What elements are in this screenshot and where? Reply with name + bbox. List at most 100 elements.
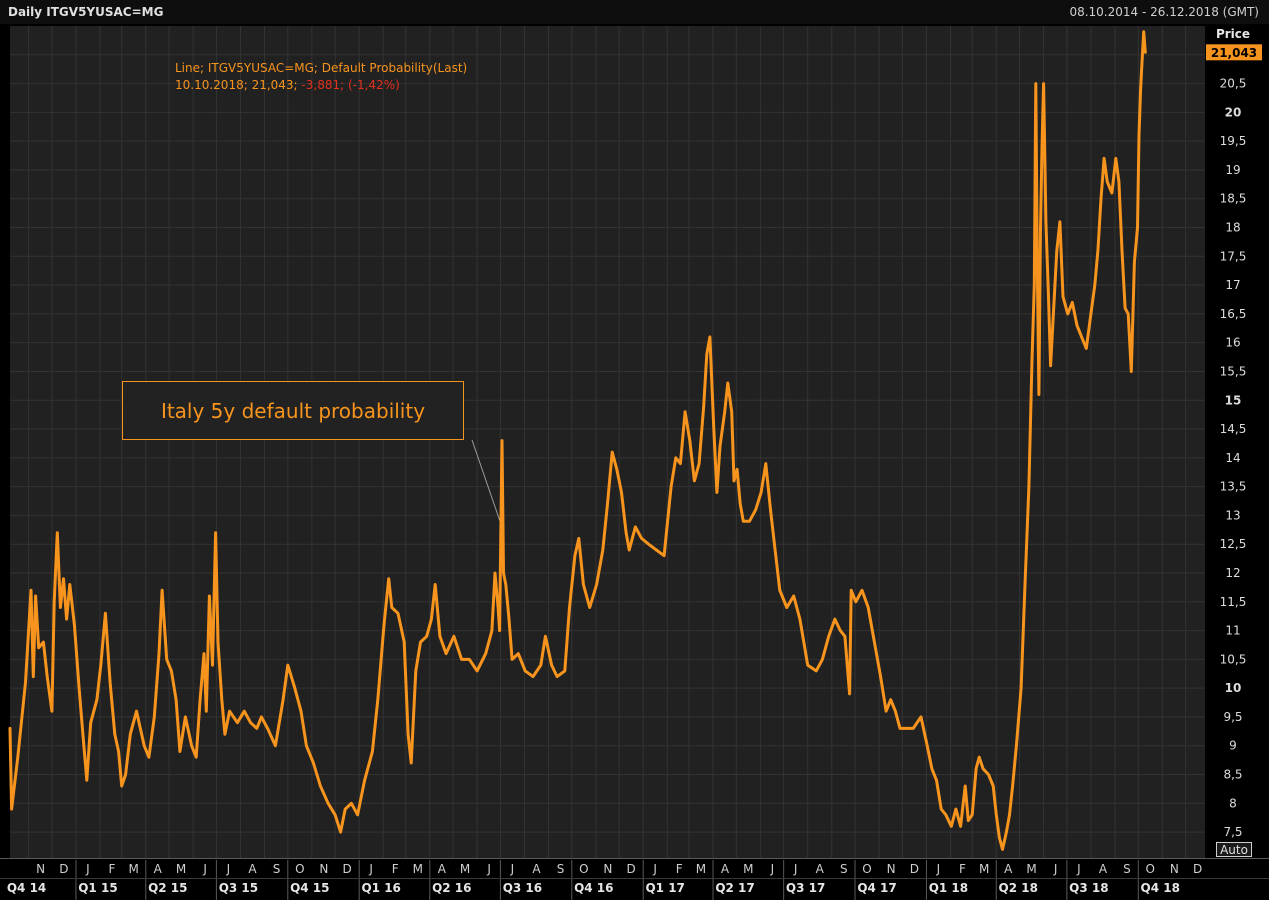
y-tick-label: 10 (1225, 681, 1242, 695)
y-tick-label: 17 (1225, 278, 1240, 292)
plot-background (10, 26, 1205, 858)
quarter-tick-label: Q3 17 (786, 881, 825, 895)
series-line (8, 30, 1147, 851)
month-tick-label: F (392, 862, 399, 876)
annotation-box: Italy 5y default probability (122, 381, 464, 440)
y-tick-label: 15,5 (1220, 364, 1247, 378)
y-tick-label: 12 (1225, 566, 1240, 580)
y-tick-label: 12,5 (1220, 537, 1247, 551)
quarter-tick-label: Q1 18 (929, 881, 968, 895)
month-tick-label: N (603, 862, 612, 876)
month-tick-label: J (510, 862, 515, 876)
month-tick-label: M (696, 862, 706, 876)
y-axis-band (1205, 24, 1269, 858)
month-tick-label: D (343, 862, 352, 876)
annotation-pointer (471, 439, 501, 522)
quarter-tick-label: Q2 17 (715, 881, 754, 895)
month-tick-label: D (1193, 862, 1202, 876)
month-tick-label: J (1053, 862, 1058, 876)
date-range: 08.10.2014 - 26.12.2018 (GMT) (1069, 5, 1259, 19)
month-tick-label: O (862, 862, 871, 876)
month-tick-label: S (840, 862, 848, 876)
month-tick-label: N (319, 862, 328, 876)
y-tick-label: 9 (1229, 739, 1237, 753)
y-axis-title: Price (1216, 27, 1250, 41)
month-tick-label: N (1170, 862, 1179, 876)
month-tick-label: S (1123, 862, 1131, 876)
month-tick-label: A (721, 862, 730, 876)
month-tick-label: A (532, 862, 541, 876)
quarter-tick-label: Q3 18 (1069, 881, 1108, 895)
month-tick-label: A (438, 862, 447, 876)
last-value-label: 21,043 (1211, 46, 1257, 60)
month-tick-label: J (936, 862, 941, 876)
y-tick-label: 19 (1225, 163, 1240, 177)
y-tick-label: 10,5 (1220, 652, 1247, 666)
legend-line-2: 10.10.2018; 21,043; -3,881; (-1,42%) (175, 77, 467, 94)
month-tick-label: O (1146, 862, 1155, 876)
quarter-tick-label: Q4 17 (857, 881, 896, 895)
y-tick-label: 18,5 (1220, 192, 1247, 206)
quarter-tick-label: Q1 16 (361, 881, 400, 895)
month-tick-label: F (109, 862, 116, 876)
month-tick-label: J (226, 862, 231, 876)
quarter-tick-label: Q4 18 (1141, 881, 1180, 895)
month-tick-label: O (295, 862, 304, 876)
y-tick-label: 8,5 (1223, 768, 1242, 782)
last-value-tag (1206, 44, 1262, 61)
month-tick-label: J (1076, 862, 1081, 876)
month-tick-label: S (557, 862, 565, 876)
month-tick-label: O (579, 862, 588, 876)
month-tick-label: N (36, 862, 45, 876)
month-tick-label: M (460, 862, 470, 876)
y-tick-label: 19,5 (1220, 134, 1247, 148)
month-tick-label: J (368, 862, 373, 876)
y-tick-label: 15 (1225, 393, 1242, 407)
y-tick-label: 16,5 (1220, 307, 1247, 321)
legend-change: -3,881; (-1,42%) (301, 78, 400, 92)
y-tick-label: 13 (1225, 508, 1240, 522)
auto-scale-button[interactable]: Auto (1216, 842, 1252, 857)
y-tick-label: 8 (1229, 796, 1237, 810)
y-tick-label: 14,5 (1220, 422, 1247, 436)
y-tick-label: 9,5 (1223, 710, 1242, 724)
quarter-tick-label: Q1 15 (78, 881, 117, 895)
y-tick-label: 20,5 (1220, 77, 1247, 91)
quarter-tick-label: Q2 18 (999, 881, 1038, 895)
quarter-tick-label: Q2 16 (432, 881, 471, 895)
y-tick-label: 13,5 (1220, 480, 1247, 494)
legend-last-value: 10.10.2018; 21,043; (175, 78, 302, 92)
month-tick-label: M (1026, 862, 1036, 876)
month-tick-label: J (652, 862, 657, 876)
y-tick-label: 17,5 (1220, 249, 1247, 263)
month-tick-label: J (202, 862, 207, 876)
chart-title: Daily ITGV5YUSAC=MG (8, 5, 164, 19)
y-tick-label: 14 (1225, 451, 1240, 465)
month-tick-label: J (486, 862, 491, 876)
month-tick-label: N (887, 862, 896, 876)
y-tick-label: 16 (1225, 336, 1240, 350)
quarter-tick-label: Q3 16 (503, 881, 542, 895)
month-tick-label: A (248, 862, 257, 876)
month-tick-label: M (743, 862, 753, 876)
month-tick-label: J (793, 862, 798, 876)
month-tick-label: M (176, 862, 186, 876)
month-tick-label: J (85, 862, 90, 876)
month-tick-label: D (59, 862, 68, 876)
month-tick-label: M (413, 862, 423, 876)
month-tick-label: F (959, 862, 966, 876)
month-tick-label: A (816, 862, 825, 876)
quarter-tick-label: Q3 15 (219, 881, 258, 895)
series-legend: Line; ITGV5YUSAC=MG; Default Probability… (175, 60, 467, 94)
month-tick-label: J (770, 862, 775, 876)
quarter-tick-label: Q4 15 (290, 881, 329, 895)
y-tick-label: 20 (1225, 105, 1242, 119)
month-tick-label: M (129, 862, 139, 876)
y-tick-label: 7,5 (1223, 825, 1242, 839)
quarter-tick-label: Q4 14 (7, 881, 46, 895)
quarter-tick-label: Q4 16 (574, 881, 613, 895)
month-tick-label: A (1099, 862, 1108, 876)
month-tick-label: D (910, 862, 919, 876)
month-tick-label: D (627, 862, 636, 876)
